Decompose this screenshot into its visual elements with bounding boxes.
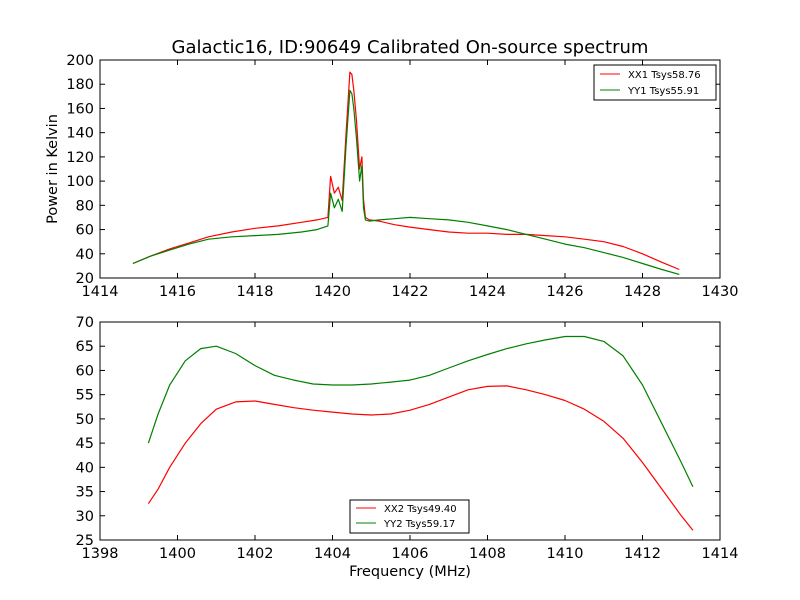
top-plot-x-tick-label: 1420 xyxy=(314,284,351,300)
bottom-plot-x-tick-label: 1412 xyxy=(624,546,661,562)
top-plot-y-tick-label: 140 xyxy=(66,126,94,142)
top-plot-legend-box xyxy=(593,64,717,101)
top-plot-legend-label-xx1: XX1 Tsys58.76 xyxy=(628,70,701,81)
top-plot-y-tick-label: 100 xyxy=(66,174,94,190)
bottom-plot-series-green-line xyxy=(147,335,694,487)
bottom-plot-series-red-line xyxy=(147,385,694,531)
top-plot-y-tick-label: 120 xyxy=(66,150,94,166)
bottom-plot-x-tick-label: 1404 xyxy=(314,546,351,562)
bottom-plot-y-tick-label: 45 xyxy=(76,436,94,452)
top-plot-series-green-line xyxy=(132,89,680,275)
bottom-plot-x-tick-label: 1414 xyxy=(702,546,739,562)
top-plot-y-axis-label: Power in Kelvin xyxy=(45,114,61,224)
top-plot-x-tick-label: 1422 xyxy=(392,284,429,300)
bottom-plot-legend-box xyxy=(349,499,470,534)
bottom-plot-x-axis-label: Frequency (MHz) xyxy=(349,564,471,580)
bottom-plot-y-tick-label: 25 xyxy=(76,533,94,549)
bottom-plot-y-tick-label: 70 xyxy=(76,315,94,331)
top-plot-series-red-line xyxy=(132,71,680,271)
bottom-plot-x-tick-label: 1406 xyxy=(392,546,429,562)
bottom-plot-legend-label-yy2: YY2 Tsys59.17 xyxy=(383,519,455,530)
bottom-plot-y-tick-label: 30 xyxy=(76,509,94,525)
top-plot-frame xyxy=(99,59,721,279)
bottom-plot-x-tick-label: 1402 xyxy=(237,546,274,562)
bottom-plot-legend: XX2 Tsys49.40 YY2 Tsys59.17 xyxy=(349,499,470,534)
top-plot-x-tick-label: 1426 xyxy=(547,284,584,300)
top-plot-y-tick-label: 20 xyxy=(76,271,94,287)
top-plot-ticks: 1414 1416 1418 1420 1422 1424 1426 1428 1430 20 40… xyxy=(66,53,738,300)
top-plot: Galactic16, ID:90649 Calibrated On-sourc… xyxy=(45,37,738,300)
top-plot-y-tick-label: 200 xyxy=(66,53,94,69)
bottom-plot-frame xyxy=(99,321,721,541)
bottom-plot-series-layer xyxy=(147,335,694,531)
top-plot-y-tick-label: 180 xyxy=(66,77,94,93)
bottom-plot-y-tick-label: 65 xyxy=(76,339,94,355)
bottom-plot-y-tick-label: 50 xyxy=(76,412,94,428)
bottom-plot-x-tick-label: 1400 xyxy=(159,546,196,562)
top-plot-x-tick-label: 1428 xyxy=(624,284,661,300)
top-plot-legend-label-yy1: YY1 Tsys55.91 xyxy=(627,86,699,97)
top-plot-legend: XX1 Tsys58.76 YY1 Tsys55.91 xyxy=(593,64,717,101)
bottom-plot-ticks: 1398 1400 1402 1404 1406 1408 1410 1412 1414 25 30… xyxy=(76,315,739,562)
top-plot-x-tick-label: 1418 xyxy=(237,284,274,300)
bottom-plot-x-tick-label: 1408 xyxy=(469,546,506,562)
top-plot-y-tick-label: 160 xyxy=(66,101,94,117)
top-plot-x-tick-label: 1414 xyxy=(82,284,119,300)
bottom-plot-y-tick-label: 35 xyxy=(76,485,94,501)
bottom-plot-y-tick-label: 55 xyxy=(76,388,94,404)
top-plot-x-tick-label: 1416 xyxy=(159,284,196,300)
top-plot-y-tick-label: 40 xyxy=(76,247,94,263)
bottom-plot-x-tick-label: 1410 xyxy=(547,546,584,562)
top-plot-title: Galactic16, ID:90649 Calibrated On-sourc… xyxy=(172,37,649,58)
top-plot-y-tick-label: 60 xyxy=(76,223,94,239)
bottom-plot-x-tick-label: 1398 xyxy=(82,546,119,562)
bottom-plot-y-tick-label: 60 xyxy=(76,363,94,379)
bottom-plot-y-tick-label: 40 xyxy=(76,460,94,476)
top-plot-x-tick-label: 1430 xyxy=(702,284,739,300)
top-plot-y-tick-label: 80 xyxy=(76,198,94,214)
bottom-plot: Frequency (MHz) 1398 1400 1402 1404 1406 1408… xyxy=(76,315,739,580)
bottom-plot-legend-label-xx2: XX2 Tsys49.40 xyxy=(384,504,457,515)
top-plot-series-layer xyxy=(132,71,680,275)
top-plot-x-tick-label: 1424 xyxy=(469,284,506,300)
